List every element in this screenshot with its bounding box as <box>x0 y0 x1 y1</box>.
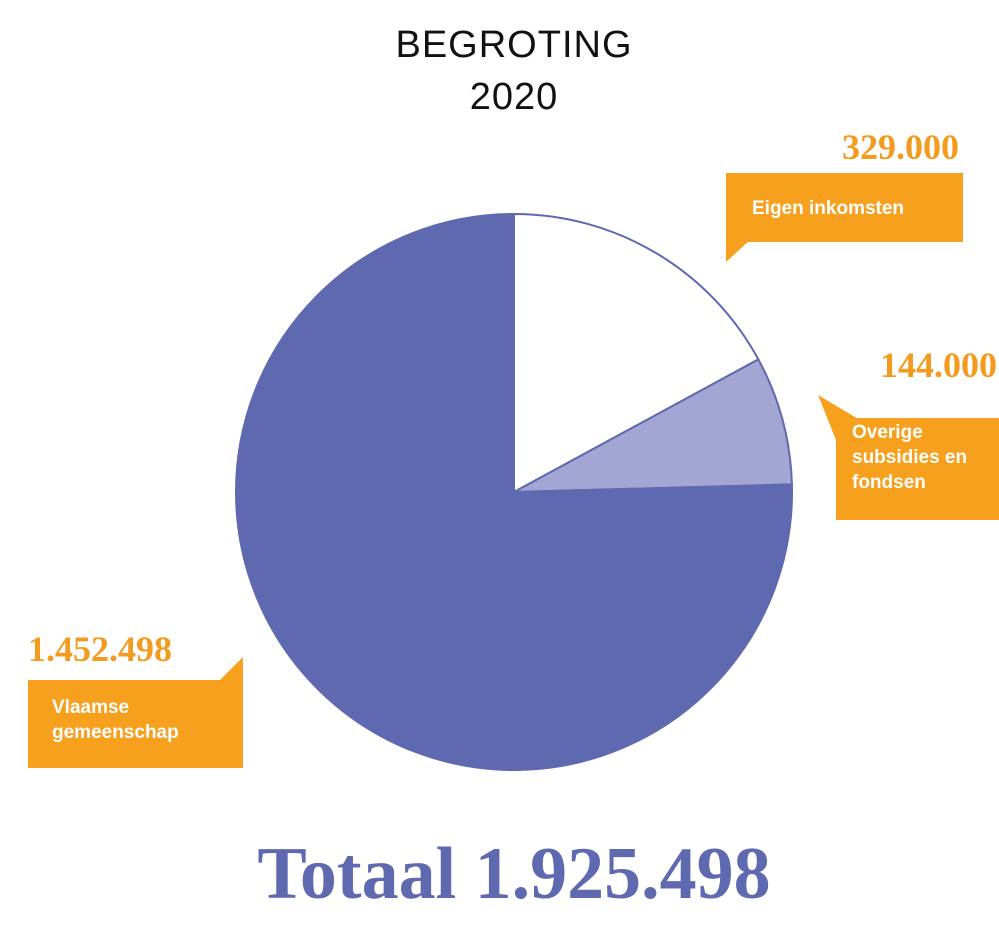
chart-title: 2020 <box>469 76 559 118</box>
callout-box <box>28 680 243 768</box>
callout-box <box>836 418 999 520</box>
slice-label: Vlaamse gemeenschap <box>52 697 179 743</box>
pie-slice <box>235 212 793 771</box>
value-label: 329.000 <box>842 127 959 167</box>
callout-box <box>726 173 963 242</box>
total: Totaal 1.925.498 <box>257 833 771 915</box>
callout-tail <box>818 395 860 440</box>
callout-tail <box>218 657 243 682</box>
slice-label: Eigen inkomsten <box>752 198 905 219</box>
value-label: 1.452.498 <box>28 629 172 669</box>
pie <box>235 212 793 771</box>
value-label: 144.000 <box>880 345 997 385</box>
callout-tail <box>726 240 750 262</box>
pie-slice <box>513 212 760 494</box>
slice-label: Overige subsidies en fondsen <box>852 422 968 493</box>
pie-slice <box>513 358 793 493</box>
chart-title: BEGROTING <box>395 24 633 66</box>
